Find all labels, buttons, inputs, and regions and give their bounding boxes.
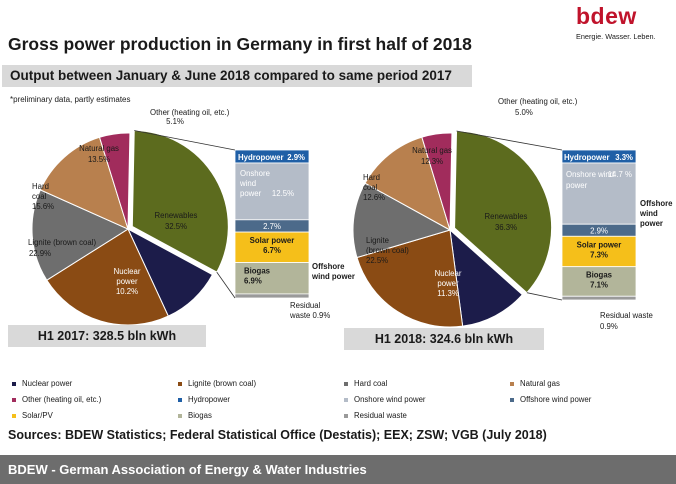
connector-line-bottom [526,292,563,301]
logo-wordmark: bdew [576,3,637,29]
label-solar-2017: Solar power 6.7% [250,236,295,255]
legend-swatch-hard-coal [344,382,348,386]
bar-segment-biogas [234,262,310,295]
legend-label-natural-gas: Natural gas [520,379,560,388]
chart-legend: Nuclear power Lignite (brown coal) Hard co… [0,370,676,422]
label-residual-2017: Residual waste 0.9% [289,301,330,320]
legend-swatch-hydropower [178,398,182,402]
label-renewables-2018-value: 36.3% [495,223,517,232]
label-lignite-2017-value: 22.9% [29,249,51,258]
label-other-2018: Other (heating oil, etc.) [498,97,578,106]
pie-slice-natural-gas [39,136,129,230]
label-onshore-2018-value: 14.7 % [608,170,632,179]
pie-slice-renewables [454,130,553,294]
pie-slice-hard-coal [352,182,452,259]
label-onshore-2017-power: power [240,189,262,198]
legend-swatch-lignite [178,382,182,386]
legend-swatch-solar [12,414,16,418]
legend-label-residual-waste: Residual waste [354,411,407,420]
label-natural-gas-2018: Natural gas [412,146,452,155]
legend-swatch-residual-waste [344,414,348,418]
legend-label-offshore-wind: Offshore wind power [520,395,592,404]
label-renewables-2017-value: 32.5% [165,222,187,231]
label-offshore-2018: Offshore wind power [639,199,673,228]
legend-swatch-natural-gas [510,382,514,386]
pie-slice-hard-coal [31,189,130,281]
sources-line: Sources: BDEW Statistics; Federal Statis… [8,428,547,442]
total-2017: H1 2017: 328.5 bln kWh [8,325,206,347]
bar-segment-onshore-wind [561,162,637,225]
label-natural-gas-2018-value: 12.3% [421,157,443,166]
label-hydropower-2017: Hydropower [238,153,284,162]
footer-bar: BDEW - German Association of Energy & Wa… [0,455,676,484]
label-other-2017-value: 5.1% [166,117,184,126]
legend-swatch-other [12,398,16,402]
logo-tagline: Energie. Wasser. Leben. [576,32,656,41]
label-residual-2018: Residual waste [600,311,653,320]
bar-segment-biogas [561,266,637,297]
label-residual-2018-value: 0.9% [600,322,618,331]
legend-label-hydropower: Hydropower [188,395,231,404]
label-onshore-2018: Onshore wind [566,170,614,179]
label-renewables-2018: Renewables [485,212,528,221]
legend-label-other: Other (heating oil, etc.) [22,395,102,404]
page-title: Gross power production in Germany in fir… [8,34,472,54]
footnote-preliminary: *preliminary data, partly estimates [10,95,131,104]
label-hard-coal-2018: Hard coal 12.6% [363,173,385,202]
label-solar-2018: Solar power 7.3% [577,240,622,259]
label-hydropower-2018-value: 3.3% [615,153,633,162]
label-hydropower-2018: Hydropower [564,153,610,162]
label-lignite-2018: Lignite (brown coal) 22.5% [366,236,409,265]
label-biogas-2018: Biogas 7.1% [586,271,613,290]
bar-segment-residual-waste [561,295,637,301]
pie-slice-renewables [131,129,229,273]
label-lignite-2017: Lignite (brown coal) [28,238,96,247]
pie-slice-nuclear [449,228,523,327]
label-offshore-2018-value: 2.9% [590,226,608,235]
label-natural-gas-2017-value: 13.5% [88,155,110,164]
label-onshore-2018-power: power [566,181,588,190]
connector-line-top [456,130,563,151]
legend-label-nuclear: Nuclear power [22,379,73,388]
connector-line-top [134,130,236,151]
bdew-logo: bdew Energie. Wasser. Leben. [576,3,668,43]
label-hydropower-2017-value: 2.9% [287,153,305,162]
label-offshore-2017-value: 2.7% [263,222,281,231]
pie-charts-area: Other (heating oil, etc.)5.1%Natural gas… [28,97,673,331]
pie-slice-lignite [46,228,169,326]
legend-swatch-onshore-wind [344,398,348,402]
label-onshore-2017-value: 12.5% [272,189,294,198]
label-other-2017: Other (heating oil, etc.) [150,108,230,117]
label-biogas-2017: Biogas 6.9% [244,267,271,286]
total-2018: H1 2018: 324.6 bln kWh [344,328,544,350]
label-nuclear-2017: Nuclear power 10.2% [114,267,141,296]
legend-label-onshore-wind: Onshore wind power [354,395,426,404]
connector-line-bottom [216,271,236,299]
label-nuclear-2018: Nuclear power 11.3% [435,269,462,298]
legend-swatch-offshore-wind [510,398,514,402]
legend-label-lignite: Lignite (brown coal) [188,379,257,388]
pie-slice-other [98,132,131,230]
legend-label-solar: Solar/PV [22,411,53,420]
label-renewables-2017: Renewables [155,211,198,220]
label-offshore-2017: Offshore wind power [311,262,355,281]
legend-label-biogas: Biogas [188,411,212,420]
page-subtitle: Output between January & June 2018 compa… [2,65,472,87]
bar-segment-solar [561,235,637,268]
pie-slice-lignite [356,229,464,328]
bar-segment-onshore-wind [234,162,310,221]
legend-swatch-biogas [178,414,182,418]
bar-segment-residual-waste [234,293,310,299]
label-hard-coal-2017: Hard coal 15.6% [32,182,54,211]
label-onshore-2017: Onshore wind [239,169,270,188]
legend-swatch-nuclear [12,382,16,386]
footer-text: BDEW - German Association of Energy & Wa… [8,462,367,477]
pie-slice-other [421,132,453,231]
label-natural-gas-2017: Natural gas [79,144,119,153]
bar-segment-solar [234,231,310,263]
legend-label-hard-coal: Hard coal [354,379,388,388]
label-other-2018-value: 5.0% [515,108,533,117]
